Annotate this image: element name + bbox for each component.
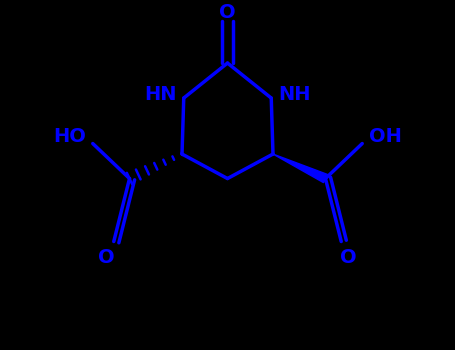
Text: OH: OH (369, 127, 402, 146)
Text: NH: NH (278, 85, 311, 104)
Polygon shape (273, 154, 328, 183)
Text: O: O (219, 3, 236, 22)
Text: HO: HO (53, 127, 86, 146)
Text: HN: HN (144, 85, 177, 104)
Text: O: O (340, 248, 357, 267)
Text: O: O (98, 248, 115, 267)
